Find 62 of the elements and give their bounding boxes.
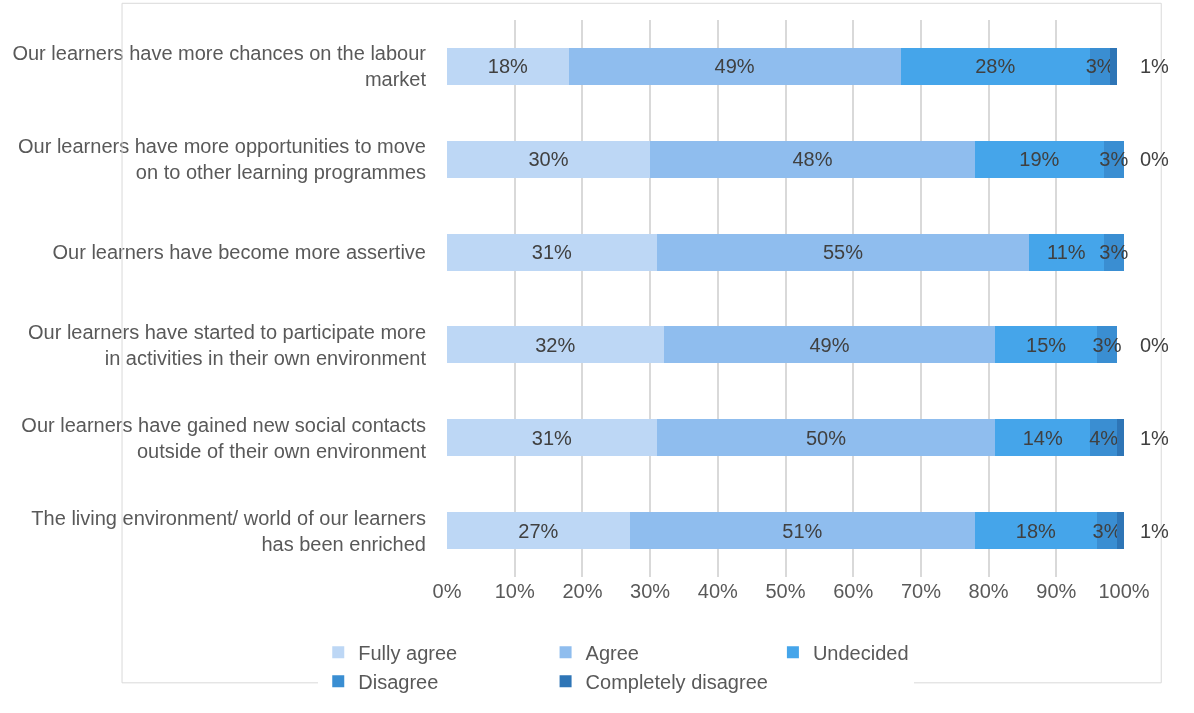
legend-label: Undecided — [812, 642, 909, 664]
data-label: 51% — [782, 519, 823, 542]
data-label: 15% — [1026, 333, 1067, 356]
x-tick-label: 90% — [1036, 580, 1077, 602]
x-tick-label: 0% — [432, 580, 462, 602]
bar — [1117, 419, 1124, 457]
y-tick-label: Our learners have become more assertive — [52, 241, 426, 264]
bar — [656, 233, 1030, 271]
legend-label: Fully agree — [358, 642, 458, 664]
bar — [447, 419, 657, 457]
x-tick-label: 60% — [833, 580, 874, 602]
x-tick-label: 100% — [1098, 580, 1150, 602]
y-tick-label: Our learners have started to participate more in activities in their own environment — [28, 320, 427, 369]
bar — [447, 512, 630, 550]
data-label: 27% — [518, 519, 559, 542]
data-label: 50% — [806, 426, 847, 449]
data-label: 1% — [1140, 55, 1170, 77]
data-label: 18% — [487, 55, 529, 78]
data-label: 28% — [975, 55, 1016, 78]
data-label: 31% — [531, 241, 573, 264]
y-tick-label: Our learners have more opportunities to move on to other learning programmes — [18, 135, 426, 184]
y-tick-label: Our learners have more chances on the labour market — [12, 42, 427, 91]
bar — [995, 419, 1091, 457]
data-label: 49% — [714, 55, 755, 78]
data-label: 1% — [1140, 427, 1170, 449]
x-tick-label: 70% — [900, 580, 942, 602]
data-label: 19% — [1019, 148, 1060, 171]
legend-label: Agree — [585, 642, 639, 664]
bar — [447, 140, 651, 178]
data-label: 49% — [809, 333, 850, 356]
data-label: 48% — [792, 148, 833, 171]
x-tick-label: 10% — [494, 580, 535, 602]
data-label: 55% — [822, 241, 864, 264]
data-label: 32% — [535, 333, 576, 356]
data-label: 0% — [1140, 148, 1170, 170]
data-label: 31% — [531, 426, 573, 449]
data-label: 4% — [1089, 426, 1119, 449]
data-label: 18% — [1015, 519, 1057, 542]
x-tick-label: 30% — [630, 580, 671, 602]
x-tick-label: 50% — [765, 580, 806, 602]
data-label: 11% — [1047, 241, 1086, 264]
bar — [656, 419, 996, 457]
legend-label: Completely disagree — [585, 671, 768, 693]
bar — [650, 140, 976, 178]
bar — [568, 47, 901, 85]
data-label: 14% — [1022, 426, 1063, 449]
x-tick-label: 80% — [968, 580, 1009, 602]
data-label: 30% — [528, 148, 569, 171]
bar — [663, 326, 996, 364]
bar — [1117, 512, 1124, 550]
bar — [447, 326, 664, 364]
y-tick-label: Our learners have gained new social contacts outside of their own environment — [21, 413, 427, 462]
data-label: 1% — [1140, 520, 1170, 542]
bar — [1110, 47, 1118, 85]
bar — [447, 233, 657, 271]
x-tick-label: 40% — [697, 580, 739, 602]
legend-label: Disagree — [358, 671, 439, 693]
y-tick-label: The living environment/ world of our learners has been enriched — [31, 506, 426, 555]
x-tick-label: 20% — [562, 580, 603, 602]
bar — [447, 47, 569, 85]
data-label: 0% — [1140, 334, 1170, 356]
bar — [629, 512, 976, 550]
